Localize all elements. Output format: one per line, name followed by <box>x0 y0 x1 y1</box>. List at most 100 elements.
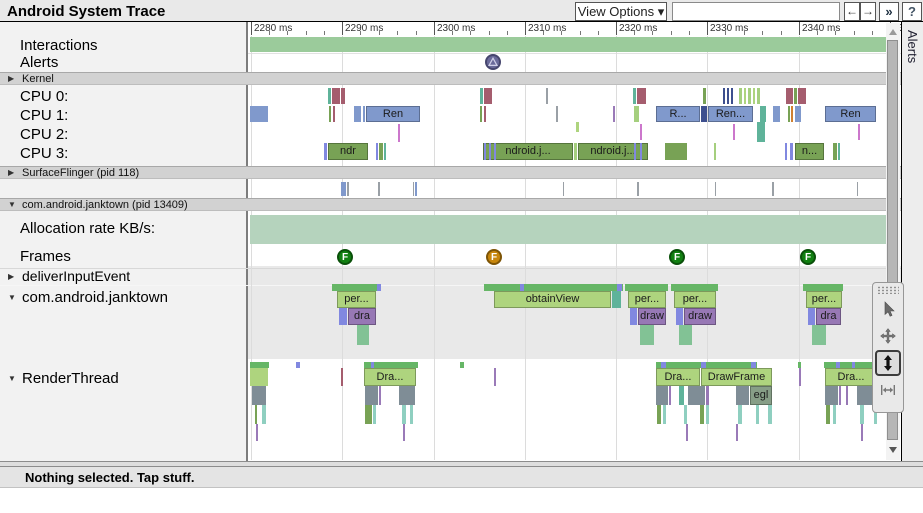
trace-slice[interactable] <box>634 106 639 122</box>
trace-slice[interactable] <box>665 143 687 160</box>
trace-slice[interactable] <box>250 368 268 386</box>
trace-slice[interactable] <box>656 386 668 405</box>
trace-slice[interactable] <box>753 88 755 104</box>
trace-slice[interactable] <box>563 182 564 196</box>
trace-slice[interactable] <box>413 182 414 196</box>
trace-slice[interactable] <box>339 308 347 325</box>
trace-slice[interactable] <box>324 143 327 160</box>
trace-slice[interactable] <box>757 122 765 142</box>
find-next-button[interactable]: → <box>860 2 876 21</box>
trace-slice[interactable] <box>612 291 621 308</box>
trace-slice[interactable] <box>798 88 806 104</box>
frame-badge[interactable]: F <box>800 249 816 265</box>
timeline-ruler[interactable]: 2280 ms 2290 ms 2300 ms 2310 ms 2320 ms 2330 … <box>248 22 904 36</box>
trace-slice[interactable] <box>812 325 826 345</box>
trace-slice[interactable]: ndroid.j... <box>483 143 573 160</box>
expand-arrow-icon[interactable]: ▼ <box>8 374 16 383</box>
trace-slice[interactable] <box>410 405 413 424</box>
timing-tool-button[interactable] <box>875 377 901 403</box>
trace-slice[interactable] <box>378 182 380 196</box>
trace-slice[interactable] <box>640 325 654 345</box>
trace-slice[interactable] <box>484 143 486 160</box>
track-label-deliverinputevent[interactable]: ▶ deliverInputEvent <box>8 268 130 284</box>
trace-slice[interactable]: per... <box>674 291 716 308</box>
expand-arrow-icon[interactable]: ▼ <box>8 293 16 302</box>
scrollbar-thumb[interactable] <box>887 40 898 440</box>
track-label-renderthread[interactable]: ▼ RenderThread <box>8 370 119 387</box>
trace-slice[interactable] <box>489 143 491 160</box>
trace-slice[interactable] <box>736 424 738 441</box>
trace-slice[interactable] <box>341 88 345 104</box>
trace-slice[interactable]: per... <box>628 291 666 308</box>
trace-slice[interactable] <box>384 143 386 160</box>
trace-slice[interactable]: dra <box>348 308 376 325</box>
trace-slice[interactable] <box>250 37 899 52</box>
expand-collapse-button[interactable]: » <box>879 2 899 21</box>
trace-slice[interactable] <box>833 405 836 424</box>
trace-slice[interactable]: draw <box>638 308 666 325</box>
trace-slice[interactable] <box>398 124 400 142</box>
trace-slice[interactable] <box>617 284 622 291</box>
trace-slice[interactable] <box>494 368 496 386</box>
trace-slice[interactable] <box>484 88 492 104</box>
trace-slice[interactable] <box>296 362 300 368</box>
trace-slice[interactable] <box>794 88 797 104</box>
trace-slice[interactable] <box>480 106 482 122</box>
trace-slice[interactable] <box>484 106 486 122</box>
trace-slice[interactable] <box>857 182 858 196</box>
trace-slice[interactable]: ndr <box>328 143 368 160</box>
group-header-surfaceflinger[interactable]: ▶ SurfaceFlinger (pid 118) <box>0 166 901 179</box>
trace-slice[interactable] <box>701 106 707 122</box>
trace-slice[interactable] <box>460 362 464 368</box>
trace-slice[interactable] <box>679 386 684 405</box>
trace-slice[interactable] <box>354 106 361 122</box>
trace-slice[interactable] <box>347 182 349 196</box>
trace-slice[interactable] <box>751 362 756 368</box>
trace-slice[interactable] <box>480 88 483 104</box>
alert-badge[interactable] <box>485 54 501 70</box>
trace-slice[interactable] <box>860 405 864 424</box>
trace-slice[interactable] <box>736 386 749 405</box>
trace-slice[interactable] <box>744 88 746 104</box>
trace-slice[interactable] <box>723 88 725 104</box>
trace-slice[interactable] <box>656 362 757 368</box>
alerts-drawer-tab[interactable]: Alerts <box>902 22 923 461</box>
trace-slice[interactable] <box>757 88 760 104</box>
trace-slice[interactable] <box>657 405 661 424</box>
trace-slice[interactable] <box>640 143 642 160</box>
trace-slice[interactable] <box>839 386 841 405</box>
trace-slice[interactable] <box>250 362 269 368</box>
trace-slice[interactable] <box>714 143 716 160</box>
trace-slice[interactable] <box>379 143 383 160</box>
trace-slice[interactable] <box>402 405 406 424</box>
find-previous-button[interactable]: ← <box>844 2 860 21</box>
trace-slice[interactable] <box>328 88 331 104</box>
trace-slice[interactable] <box>836 362 840 368</box>
trace-slice[interactable] <box>633 88 636 104</box>
trace-slice[interactable]: Dra... <box>656 368 700 386</box>
view-options-button[interactable]: View Options ▾ <box>575 2 667 21</box>
trace-slice[interactable]: Ren... <box>708 106 753 122</box>
trace-slice[interactable] <box>679 325 692 345</box>
trace-slice[interactable] <box>637 88 646 104</box>
trace-slice[interactable] <box>833 143 837 160</box>
trace-slice[interactable]: R... <box>656 106 700 122</box>
trace-slice[interactable]: per... <box>337 291 376 308</box>
trace-slice[interactable] <box>379 386 381 405</box>
trace-slice[interactable] <box>738 405 742 424</box>
trace-slice[interactable] <box>341 182 346 196</box>
frame-badge[interactable]: F <box>337 249 353 265</box>
trace-slice[interactable] <box>706 386 709 405</box>
trace-slice[interactable] <box>373 405 376 424</box>
trace-slice[interactable] <box>365 386 378 405</box>
trace-slice[interactable] <box>252 386 266 405</box>
trace-slice[interactable]: egl <box>750 386 772 405</box>
trace-slice[interactable] <box>785 143 787 160</box>
trace-slice[interactable] <box>803 284 843 291</box>
trace-slice[interactable] <box>731 88 733 104</box>
trace-slice[interactable] <box>715 182 716 196</box>
trace-slice[interactable] <box>684 405 687 424</box>
trace-slice[interactable] <box>826 405 830 424</box>
trace-slice[interactable] <box>772 182 774 196</box>
trace-slice[interactable] <box>768 405 772 424</box>
